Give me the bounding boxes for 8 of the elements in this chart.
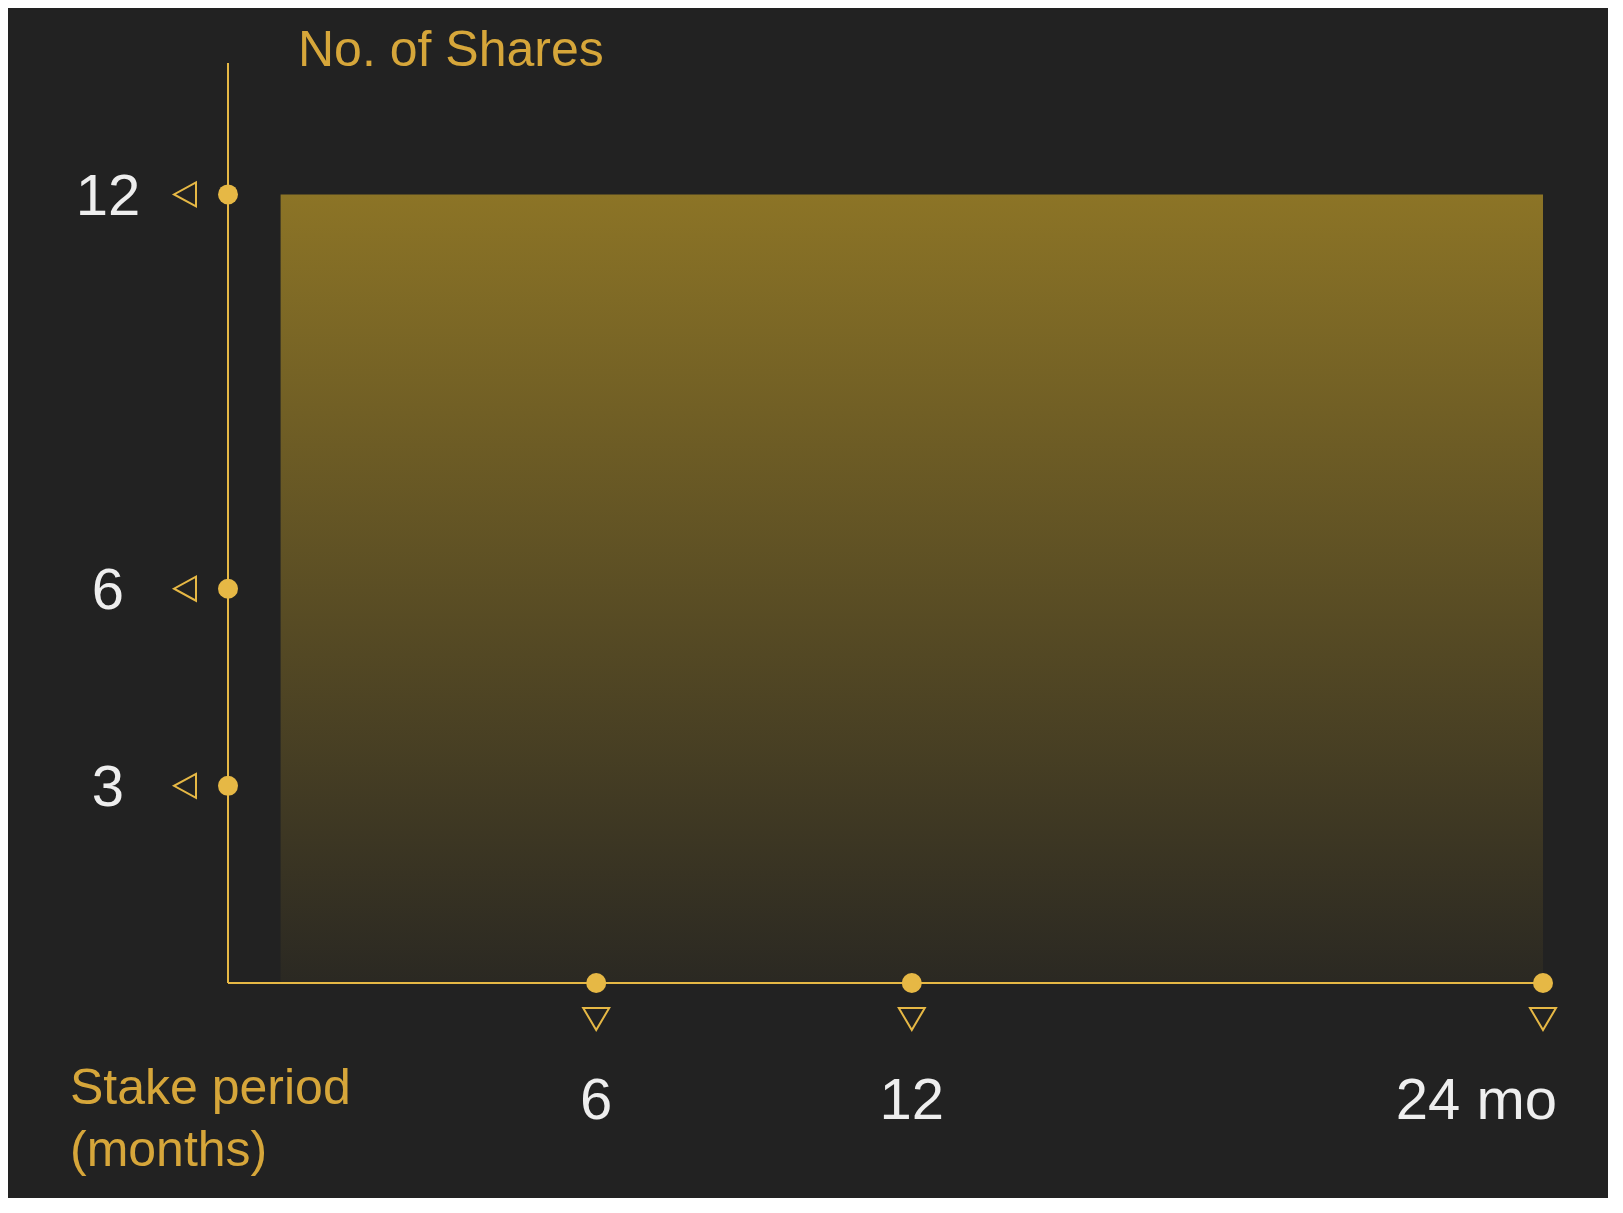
y-axis-title: No. of Shares xyxy=(298,20,604,78)
x-axis-title: Stake period (months) xyxy=(70,1058,352,1179)
x-tick-label: 6 xyxy=(580,1065,613,1131)
x-tick-label: 12 xyxy=(879,1065,945,1131)
y-tick-label: 6 xyxy=(91,556,125,622)
y-tick-label: 12 xyxy=(75,161,141,227)
x-tick-label: 24 mo xyxy=(1395,1065,1557,1131)
y-tick-label: 3 xyxy=(91,753,125,819)
